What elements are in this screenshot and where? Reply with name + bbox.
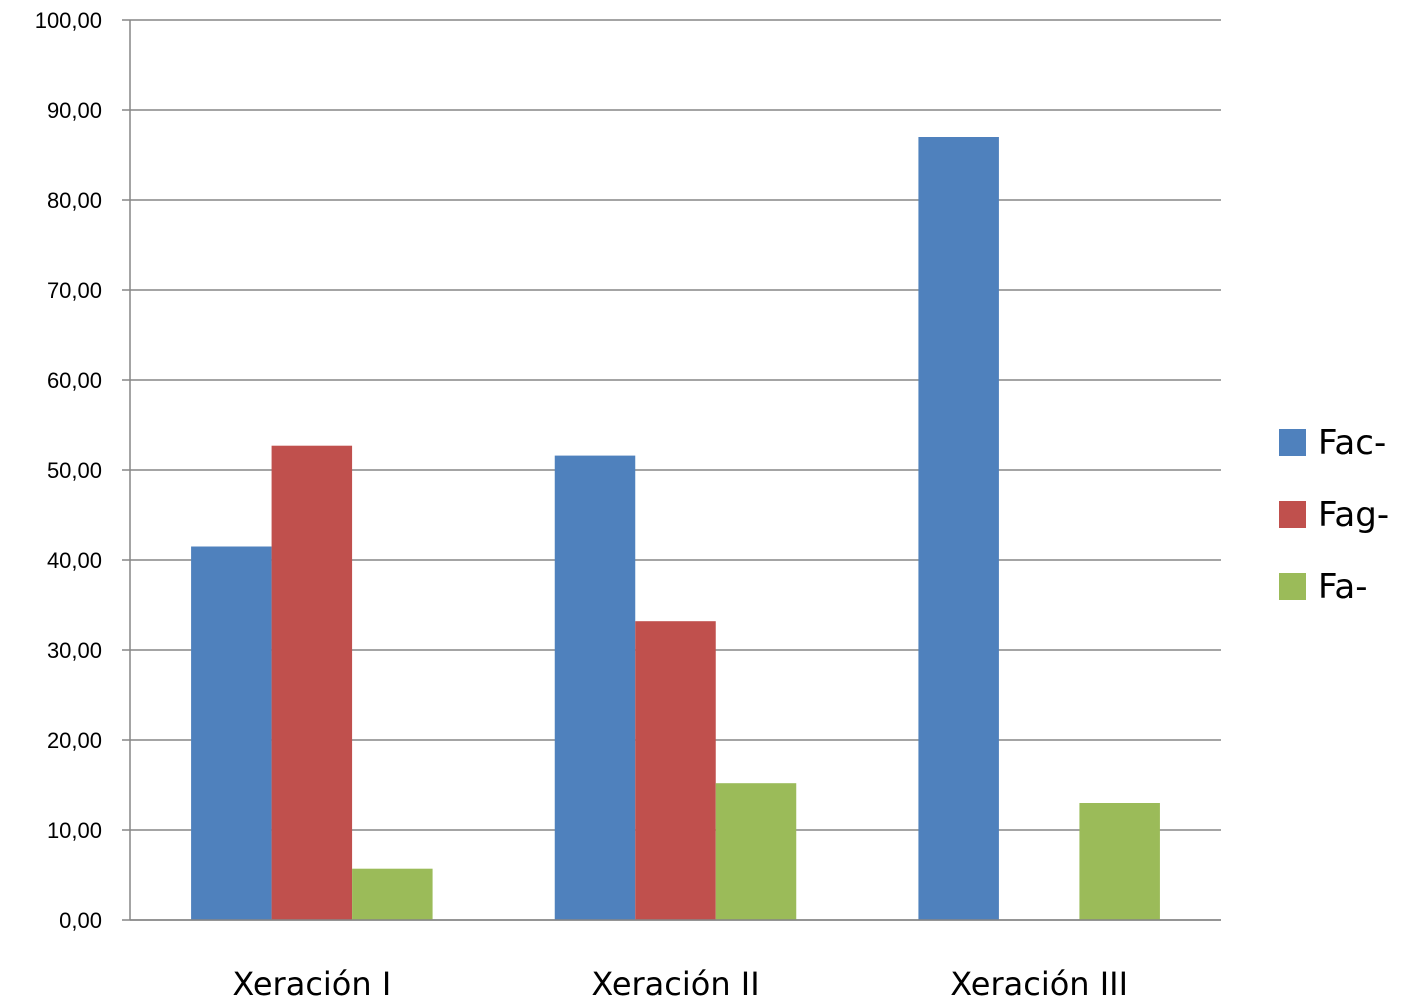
y-tick-label: 70,00 [47,278,102,303]
legend-swatch [1279,573,1306,600]
x-category-label: Xeración III [950,965,1128,1003]
axes [129,20,1221,921]
bar-1-2 [271,445,353,920]
y-tick-label: 100,00 [35,8,102,33]
bar-1-3 [352,868,433,920]
x-axis-category-labels: Xeración I Xeración II Xeración III [232,965,1128,1003]
legend-swatch [1279,429,1306,456]
bar-2-3 [715,783,797,920]
y-tick-label: 50,00 [47,458,102,483]
legend-label: Fag- [1318,495,1389,535]
y-tick-label: 60,00 [47,368,102,393]
y-tick-label: 20,00 [47,728,102,753]
bar-2-1 [554,455,636,920]
legend-label: Fa- [1318,567,1368,607]
x-category-label: Xeración I [232,965,391,1003]
bar-1-1 [191,546,272,920]
y-tick-label: 40,00 [47,548,102,573]
bar-2-2 [635,621,716,920]
legend-swatch [1279,501,1306,528]
y-axis-tick-labels: 0,00 10,00 20,00 30,00 40,00 50,00 60,00 70,00 8… [35,8,102,933]
y-tick-label: 0,00 [59,908,102,933]
legend: Fac- Fag- Fa- [1279,423,1389,607]
x-category-label: Xeración II [591,965,759,1003]
y-tick-label: 80,00 [47,188,102,213]
bar-3-1 [918,137,999,920]
y-tick-label: 30,00 [47,638,102,663]
y-tick-label: 90,00 [47,98,102,123]
legend-label: Fac- [1318,423,1386,463]
bar-3-3 [1079,803,1160,920]
y-tick-label: 10,00 [47,818,102,843]
bars [191,137,1160,920]
